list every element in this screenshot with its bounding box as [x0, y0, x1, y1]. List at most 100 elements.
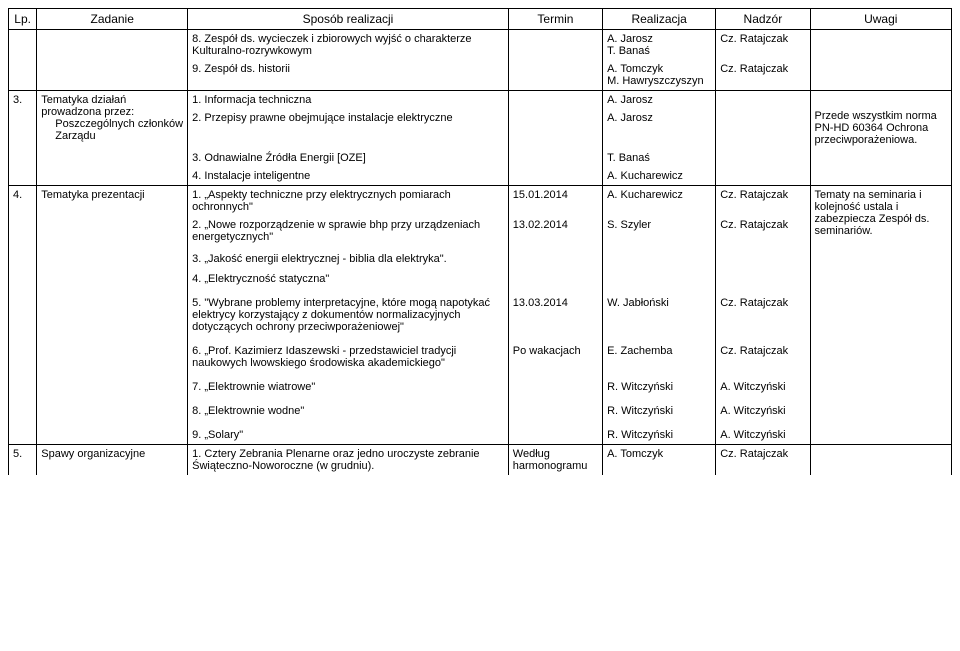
table-row: 7. „Elektrownie wiatrowe" R. Witczyński …: [9, 372, 952, 396]
cell-realizacja: A. Jarosz A. Jarosz T. Banaś: [603, 91, 716, 168]
cell-nadzor: Cz. Ratajczak: [716, 288, 810, 336]
termin-text: Po wakacjach: [513, 345, 598, 357]
cell-realizacja: A. Jarosz T. Banaś: [603, 30, 716, 61]
cell-lp: 4.: [9, 186, 37, 247]
realizacja-text: M. Hawryszczyszyn: [607, 75, 711, 87]
cell-sposob: 1. Informacja techniczna 2. Przepisy pra…: [188, 91, 509, 168]
header-row: Lp. Zadanie Sposób realizacji Termin Rea…: [9, 9, 952, 30]
cell-lp: [9, 167, 37, 186]
realizacja-text: R. Witczyński: [607, 381, 711, 393]
cell-nadzor: A. Witczyński: [716, 396, 810, 420]
cell-realizacja: A. Kucharewicz S. Szyler: [603, 186, 716, 247]
zadanie-text: Tematyka działań: [41, 94, 183, 106]
realizacja-text: A. Jarosz: [607, 33, 711, 45]
cell-termin: [508, 167, 602, 186]
zadanie-text: Poszczególnych członków Zarządu: [41, 118, 183, 142]
cell-termin: 13.03.2014: [508, 288, 602, 336]
cell-uwagi: [810, 30, 951, 61]
cell-realizacja: R. Witczyński: [603, 396, 716, 420]
cell-nadzor: Cz. Ratajczak Cz. Ratajczak: [716, 186, 810, 247]
cell-sposob: 7. „Elektrownie wiatrowe": [188, 372, 509, 396]
cell-nadzor: [716, 167, 810, 186]
cell-realizacja: E. Zachemba: [603, 336, 716, 372]
sposob-item: 8. Zespół ds. wycieczek i zbiorowych wyj…: [192, 33, 504, 57]
nadzor-text: Cz. Ratajczak: [720, 219, 805, 231]
sposob-item: 4. Instalacje inteligentne: [192, 170, 504, 182]
cell-termin: 15.01.2014 13.02.2014: [508, 186, 602, 247]
header-sposob: Sposób realizacji: [188, 9, 509, 30]
cell-sposob: 8. „Elektrownie wodne": [188, 396, 509, 420]
cell-sposob: 1. Cztery Zebrania Plenarne oraz jedno u…: [188, 445, 509, 476]
cell-sposob: 6. „Prof. Kazimierz Idaszewski - przedst…: [188, 336, 509, 372]
cell-lp: [9, 30, 37, 61]
table-row: 5. "Wybrane problemy interpretacyjne, kt…: [9, 288, 952, 336]
sposob-item: 5. "Wybrane problemy interpretacyjne, kt…: [192, 297, 504, 333]
realizacja-text: A. Kucharewicz: [607, 189, 711, 201]
header-nadzor: Nadzór: [716, 9, 810, 30]
cell-sposob: 9. Zespół ds. historii: [188, 60, 509, 91]
header-zadanie: Zadanie: [37, 9, 188, 30]
cell-realizacja: A. Tomczyk: [603, 445, 716, 476]
cell-termin: Według harmonogramu: [508, 445, 602, 476]
table-row: 9. „Solary" R. Witczyński A. Witczyński: [9, 420, 952, 445]
cell-termin: [508, 60, 602, 91]
header-realizacja: Realizacja: [603, 9, 716, 30]
cell-zadanie: [37, 60, 188, 91]
cell-sposob: 3. „Jakość energii elektrycznej - biblia…: [188, 246, 509, 288]
realizacja-text: A. Kucharewicz: [607, 170, 711, 182]
nadzor-text: Cz. Ratajczak: [720, 345, 805, 357]
cell-termin: [508, 91, 602, 168]
realizacja-text: S. Szyler: [607, 219, 711, 231]
table-row: 3. Tematyka działań prowadzona przez: Po…: [9, 91, 952, 168]
cell-zadanie: Spawy organizacyjne: [37, 445, 188, 476]
realizacja-text: E. Zachemba: [607, 345, 711, 357]
table-row: 4. Tematyka prezentacji 1. „Aspekty tech…: [9, 186, 952, 247]
nadzor-text: A. Witczyński: [720, 381, 805, 393]
table-row: 9. Zespół ds. historii A. Tomczyk M. Haw…: [9, 60, 952, 91]
cell-nadzor: Cz. Ratajczak: [716, 30, 810, 61]
sposob-item: 7. „Elektrownie wiatrowe": [192, 381, 504, 393]
cell-nadzor: Cz. Ratajczak: [716, 60, 810, 91]
cell-uwagi: [810, 167, 951, 186]
sposob-item: 1. „Aspekty techniczne przy elektrycznyc…: [192, 189, 504, 213]
uwagi-text: Przede wszystkim norma PN-HD 60364 Ochro…: [815, 110, 947, 146]
cell-nadzor: A. Witczyński: [716, 372, 810, 396]
termin-text: 15.01.2014: [513, 189, 598, 201]
nadzor-text: Cz. Ratajczak: [720, 297, 805, 309]
cell-zadanie: Tematyka działań prowadzona przez: Poszc…: [37, 91, 188, 168]
realizacja-text: A. Tomczyk: [607, 63, 711, 75]
cell-realizacja: A. Kucharewicz: [603, 167, 716, 186]
table-row: 8. „Elektrownie wodne" R. Witczyński A. …: [9, 396, 952, 420]
nadzor-text: A. Witczyński: [720, 405, 805, 417]
table-row: 3. „Jakość energii elektrycznej - biblia…: [9, 246, 952, 288]
cell-lp: 3.: [9, 91, 37, 168]
realizacja-text: T. Banaś: [607, 152, 711, 164]
realizacja-text: W. Jabłoński: [607, 297, 711, 309]
table-row: 4. Instalacje inteligentne A. Kucharewic…: [9, 167, 952, 186]
cell-nadzor: [716, 91, 810, 168]
cell-sposob: 9. „Solary": [188, 420, 509, 445]
cell-uwagi: [810, 445, 951, 476]
sposob-item: 2. „Nowe rozporządzenie w sprawie bhp pr…: [192, 219, 504, 243]
realizacja-text: R. Witczyński: [607, 405, 711, 417]
header-uwagi: Uwagi: [810, 9, 951, 30]
cell-zadanie: [37, 30, 188, 61]
sposob-item: 9. „Solary": [192, 429, 504, 441]
cell-realizacja: R. Witczyński: [603, 372, 716, 396]
cell-realizacja: R. Witczyński: [603, 420, 716, 445]
cell-uwagi: Tematy na seminaria i kolejność ustala i…: [810, 186, 951, 247]
cell-sposob: 4. Instalacje inteligentne: [188, 167, 509, 186]
termin-text: 13.02.2014: [513, 219, 598, 231]
cell-realizacja: W. Jabłoński: [603, 288, 716, 336]
cell-sposob: 8. Zespół ds. wycieczek i zbiorowych wyj…: [188, 30, 509, 61]
table-row: 6. „Prof. Kazimierz Idaszewski - przedst…: [9, 336, 952, 372]
cell-zadanie: [37, 167, 188, 186]
cell-nadzor: Cz. Ratajczak: [716, 445, 810, 476]
termin-text: 13.03.2014: [513, 297, 598, 309]
sposob-item: 9. Zespół ds. historii: [192, 63, 504, 75]
cell-nadzor: Cz. Ratajczak: [716, 336, 810, 372]
cell-uwagi: [810, 60, 951, 91]
cell-lp: [9, 60, 37, 91]
document-table: Lp. Zadanie Sposób realizacji Termin Rea…: [8, 8, 952, 475]
cell-uwagi: Przede wszystkim norma PN-HD 60364 Ochro…: [810, 91, 951, 168]
